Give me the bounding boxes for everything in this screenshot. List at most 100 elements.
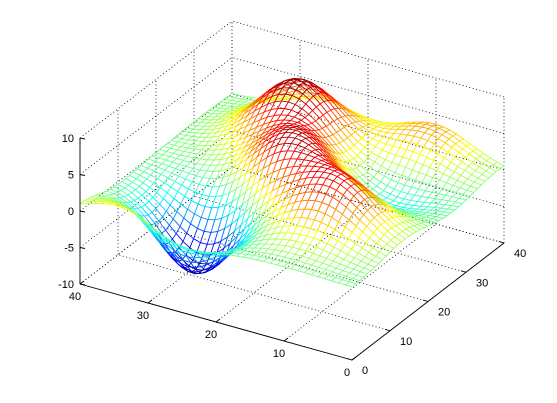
y-tick-mark xyxy=(498,241,505,244)
mesh-segment xyxy=(282,225,291,227)
mesh-segment xyxy=(362,174,371,182)
mesh-segment xyxy=(257,251,265,254)
mesh-segment xyxy=(373,171,379,178)
mesh-segment xyxy=(361,137,370,144)
mesh-segment xyxy=(281,100,289,103)
mesh-segment xyxy=(196,125,205,127)
mesh-segment xyxy=(180,262,188,267)
mesh-segment xyxy=(288,181,294,191)
mesh-segment xyxy=(289,217,295,227)
mesh-segment xyxy=(255,228,261,236)
mesh-segment xyxy=(314,129,320,131)
mesh-segment xyxy=(178,175,186,180)
mesh-segment xyxy=(181,134,187,140)
mesh-segment xyxy=(288,87,297,91)
mesh-segment xyxy=(427,128,436,132)
mesh-segment xyxy=(352,212,361,221)
mesh-segment xyxy=(288,239,297,242)
mesh-segment xyxy=(287,114,295,118)
mesh-segment xyxy=(215,185,220,198)
mesh-segment xyxy=(201,136,207,142)
mesh-segment xyxy=(313,210,319,221)
mesh-segment xyxy=(321,193,327,203)
mesh-segment xyxy=(147,155,153,160)
mesh-segment xyxy=(360,190,369,199)
grid-line-side-z xyxy=(79,130,233,248)
mesh-segment xyxy=(355,225,364,233)
mesh-segment xyxy=(444,204,453,207)
mesh-segment xyxy=(168,165,177,170)
mesh-segment xyxy=(265,233,274,236)
mesh-segment xyxy=(223,242,232,249)
mesh-segment xyxy=(204,206,213,209)
mesh-segment xyxy=(189,252,194,259)
mesh-segment xyxy=(322,257,327,264)
mesh-segment xyxy=(189,157,195,163)
mesh-segment xyxy=(262,127,267,135)
mesh-segment xyxy=(208,186,214,197)
mesh-segment xyxy=(189,238,195,249)
mesh-segment xyxy=(359,267,365,273)
mesh-segment xyxy=(147,214,156,225)
mesh-segment xyxy=(319,171,325,178)
mesh-segment xyxy=(343,140,351,149)
mesh-segment xyxy=(193,121,202,124)
mesh-segment xyxy=(365,180,371,184)
mesh-segment xyxy=(261,175,267,189)
mesh-segment xyxy=(338,102,347,111)
mesh-segment xyxy=(302,242,311,246)
mesh-segment xyxy=(280,142,285,153)
mesh-segment xyxy=(336,176,345,182)
mesh-segment xyxy=(337,233,343,242)
mesh-segment xyxy=(384,123,392,125)
mesh-segment xyxy=(304,208,312,210)
mesh-segment xyxy=(349,268,355,274)
mesh-segment xyxy=(305,137,313,144)
mesh-segment xyxy=(239,250,245,254)
mesh-segment xyxy=(281,245,287,252)
mesh-segment xyxy=(297,270,305,274)
mesh-segment xyxy=(365,242,374,249)
mesh-segment xyxy=(278,183,287,188)
mesh-segment xyxy=(196,216,202,229)
mesh-segment xyxy=(362,126,370,132)
mesh-segment xyxy=(196,260,205,263)
mesh-segment xyxy=(371,196,380,205)
mesh-segment xyxy=(277,198,286,203)
mesh-segment xyxy=(343,258,352,263)
mesh-segment xyxy=(344,284,353,288)
mesh-segment xyxy=(321,272,330,276)
mesh-segment xyxy=(331,208,337,218)
mesh-segment xyxy=(274,192,283,198)
mesh-segment xyxy=(178,163,187,167)
mesh-segment xyxy=(120,187,126,191)
mesh-segment xyxy=(179,217,185,227)
mesh-segment xyxy=(324,213,333,218)
mesh-segment xyxy=(389,202,397,207)
mesh-segment xyxy=(201,112,206,117)
grid-line-back-z xyxy=(231,57,505,134)
mesh-segment xyxy=(427,125,433,130)
mesh-segment xyxy=(234,149,239,157)
mesh-segment xyxy=(348,219,357,227)
mesh-segment xyxy=(224,192,230,206)
mesh-segment xyxy=(169,197,175,206)
mesh-segment xyxy=(221,114,230,117)
mesh-segment xyxy=(158,154,164,159)
mesh-segment xyxy=(300,262,306,268)
mesh-segment xyxy=(278,87,283,95)
mesh-segment xyxy=(315,103,321,108)
mesh-segment xyxy=(249,172,257,180)
mesh-segment xyxy=(219,105,225,109)
mesh-segment xyxy=(217,217,223,232)
mesh-segment xyxy=(240,155,245,164)
mesh-segment xyxy=(237,113,246,119)
mesh-segment xyxy=(120,206,129,211)
mesh-segment xyxy=(324,136,333,146)
mesh-segment xyxy=(232,125,238,133)
mesh-segment xyxy=(310,200,316,210)
mesh-segment xyxy=(140,165,149,169)
mesh-segment xyxy=(200,154,205,160)
mesh-segment xyxy=(427,191,433,199)
mesh-segment xyxy=(383,230,389,236)
